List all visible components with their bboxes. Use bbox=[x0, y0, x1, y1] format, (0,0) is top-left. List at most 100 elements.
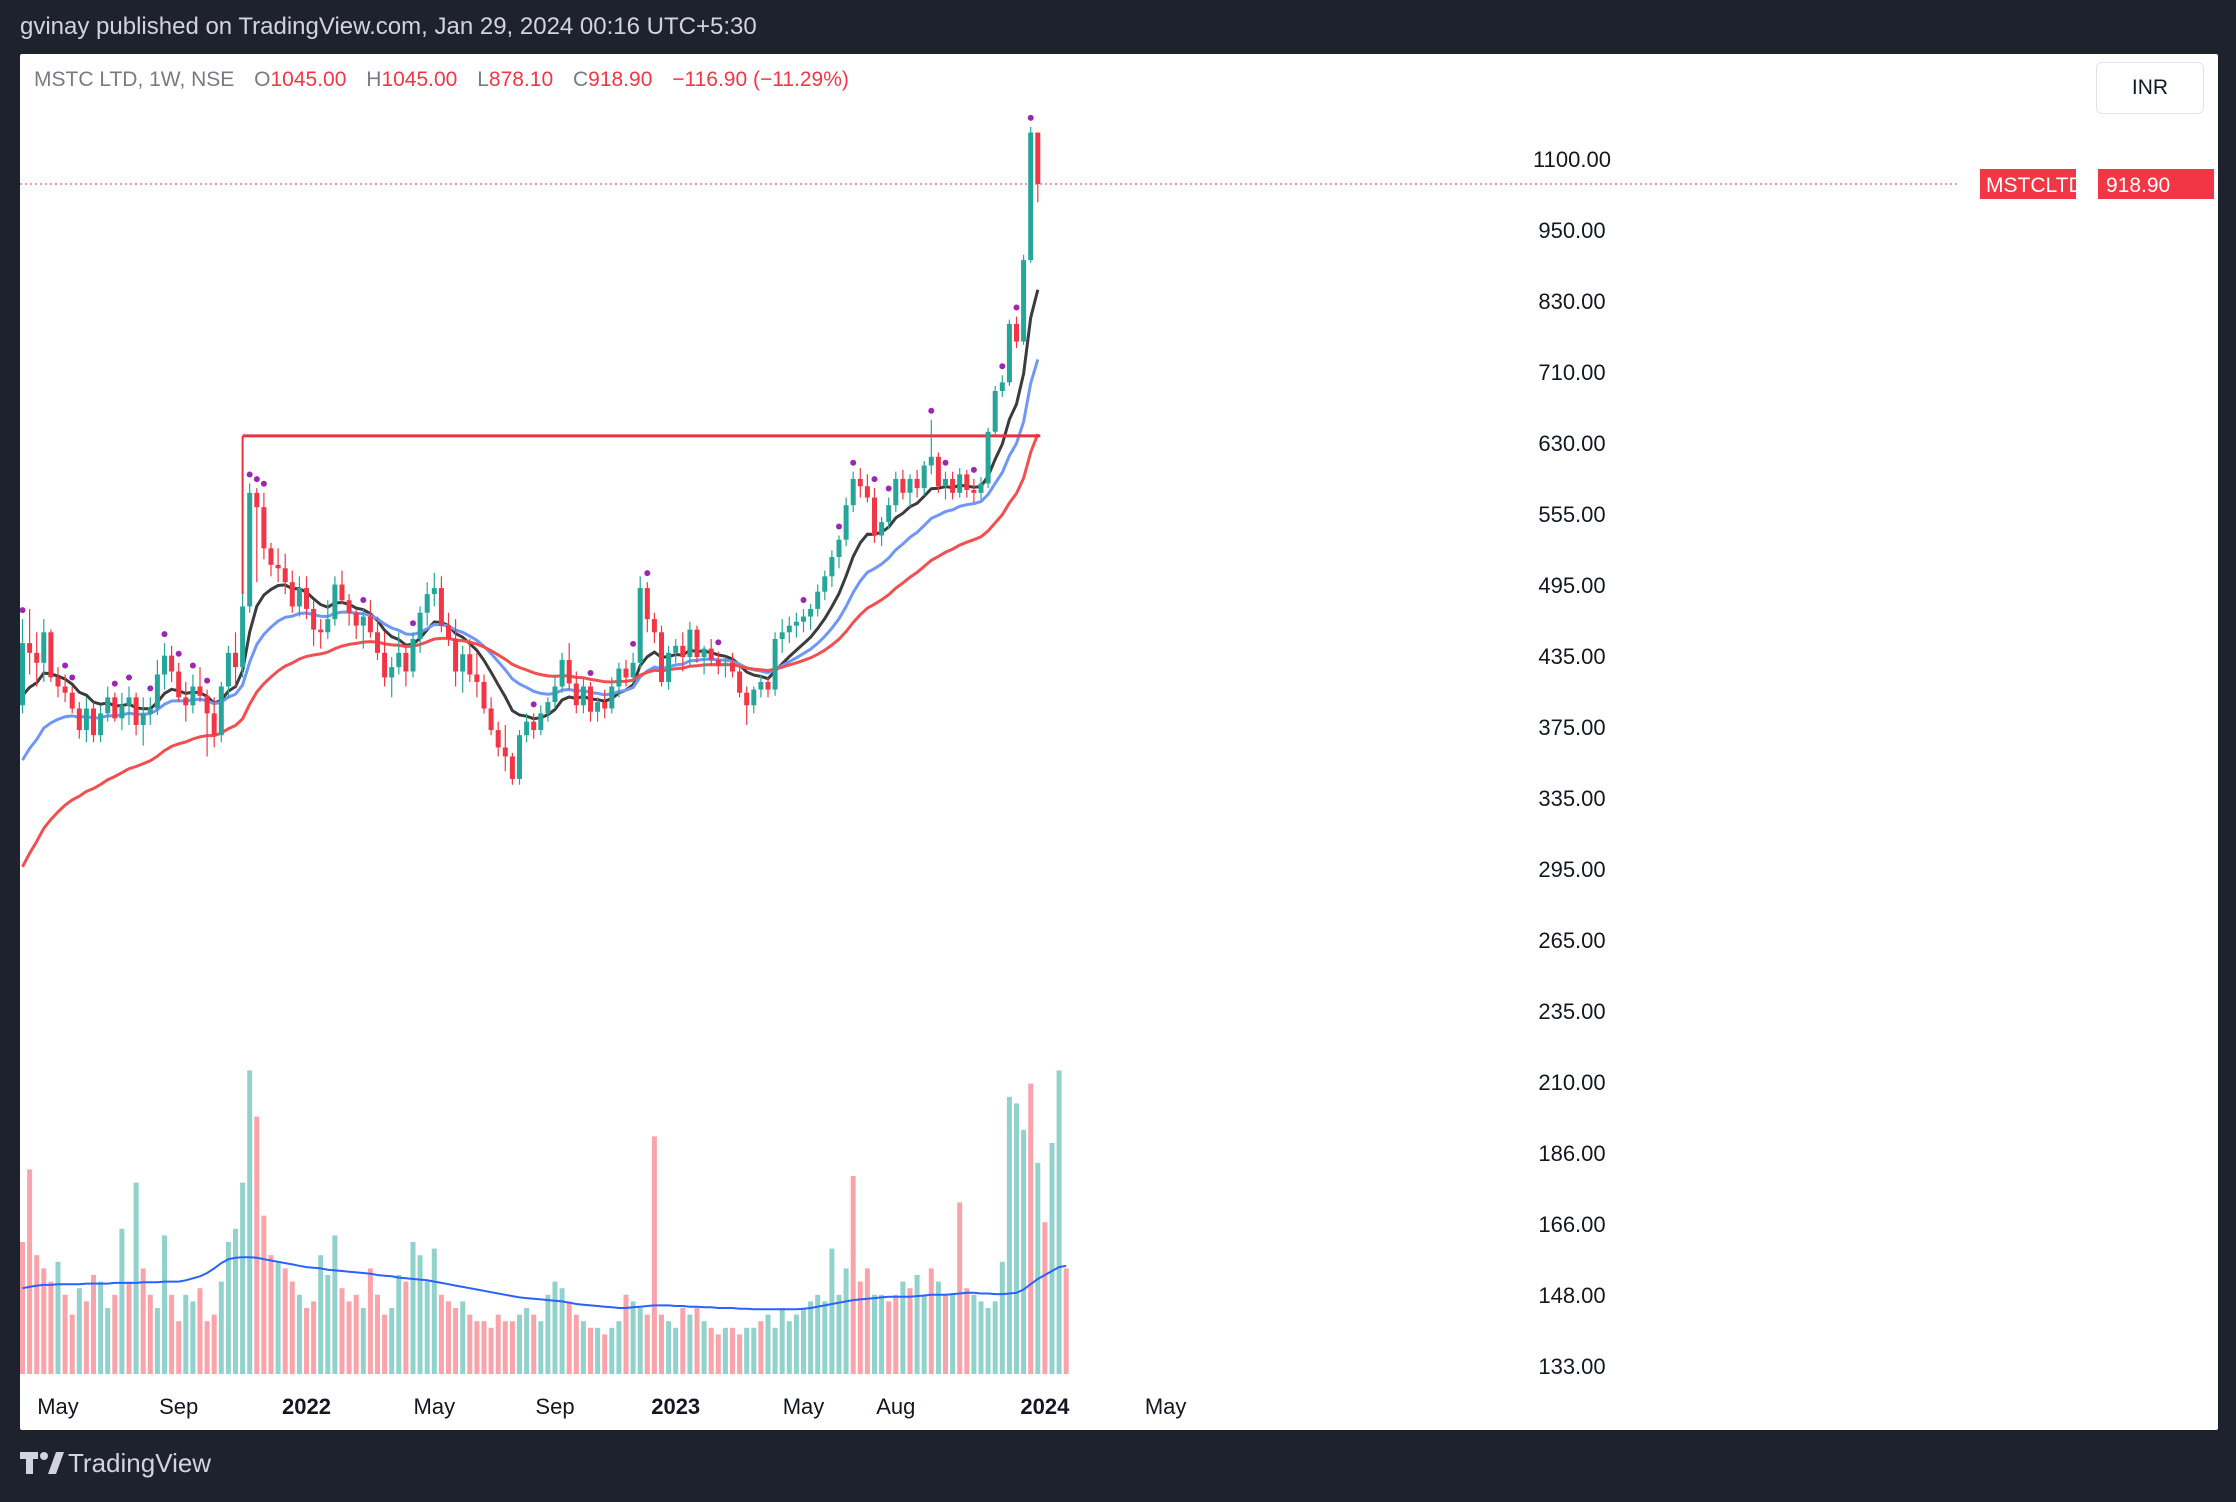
candle-body bbox=[921, 465, 927, 489]
volume-ma-line bbox=[22, 1256, 1067, 1311]
signal-marker bbox=[126, 674, 132, 681]
volume-bar bbox=[197, 1288, 203, 1374]
legend-high: 1045.00 bbox=[381, 68, 458, 91]
candle-body bbox=[801, 616, 806, 622]
volume-bar bbox=[204, 1321, 210, 1374]
candle-body bbox=[872, 497, 877, 536]
candle-body bbox=[367, 616, 373, 633]
candle bbox=[1028, 126, 1034, 263]
time-tick-label: 2023 bbox=[651, 1394, 700, 1419]
candle bbox=[644, 582, 650, 633]
volume-bar bbox=[438, 1294, 444, 1374]
time-axis[interactable]: May Sep 2022 May Sep 2023 May Aug 2024 May bbox=[37, 1394, 1186, 1419]
candle bbox=[140, 697, 146, 746]
volume-bar bbox=[957, 1202, 963, 1374]
price-tick-label: 435.00 bbox=[1538, 644, 1605, 669]
candle-body bbox=[907, 478, 913, 493]
volume-bar bbox=[566, 1301, 572, 1374]
candle-body bbox=[76, 708, 82, 731]
candle bbox=[517, 730, 522, 785]
candle-body bbox=[389, 667, 395, 678]
candle bbox=[595, 697, 601, 722]
candle bbox=[964, 469, 970, 498]
candle-body bbox=[296, 588, 302, 607]
time-tick-label: 2022 bbox=[282, 1394, 331, 1419]
volume-bar bbox=[55, 1261, 61, 1374]
candle-body bbox=[779, 632, 785, 640]
price-axis[interactable]: 1100.00 950.00 830.00 710.00 630.00 555.00 495… bbox=[1533, 147, 1611, 1379]
volume-bar bbox=[375, 1294, 380, 1374]
candle bbox=[1021, 254, 1027, 345]
candle bbox=[943, 471, 948, 500]
candle-body bbox=[751, 689, 757, 706]
volume-bar bbox=[424, 1281, 430, 1374]
candle-body bbox=[552, 686, 558, 703]
ema-mid-line bbox=[21, 358, 1040, 761]
candle-body bbox=[41, 632, 47, 663]
candle bbox=[460, 645, 466, 693]
candle-body bbox=[403, 652, 409, 672]
candle bbox=[992, 385, 998, 436]
candle bbox=[41, 619, 47, 682]
candle-body bbox=[438, 588, 444, 626]
price-tick-label: 950.00 bbox=[1538, 218, 1605, 243]
volume-bar bbox=[467, 1314, 473, 1374]
candle bbox=[914, 469, 920, 498]
candle-body bbox=[737, 671, 743, 693]
price-tick-label: 235.00 bbox=[1538, 999, 1605, 1024]
volume-bar bbox=[91, 1275, 96, 1374]
candle-body bbox=[900, 478, 906, 493]
price-chart[interactable]: 1100.00 950.00 830.00 710.00 630.00 555.00 495… bbox=[20, 54, 2218, 1430]
candle-body bbox=[233, 652, 238, 668]
candle bbox=[552, 674, 558, 709]
candle bbox=[76, 702, 82, 739]
volume-bar bbox=[872, 1294, 877, 1374]
candle-body bbox=[843, 505, 849, 540]
candle bbox=[360, 608, 366, 649]
volume-bar bbox=[233, 1228, 238, 1374]
signal-marker bbox=[360, 596, 367, 603]
ema-slow-line bbox=[21, 433, 1040, 868]
volume-bar bbox=[1042, 1222, 1048, 1374]
volume-bar bbox=[524, 1308, 530, 1374]
candle-body bbox=[502, 747, 508, 757]
volume-bar bbox=[225, 1242, 231, 1374]
candle-body bbox=[446, 625, 451, 640]
currency-button[interactable]: INR bbox=[2096, 62, 2204, 114]
candle-body bbox=[630, 662, 636, 678]
candle-body bbox=[488, 708, 494, 731]
volume-bar bbox=[382, 1314, 388, 1374]
candle-body bbox=[559, 659, 565, 687]
signal-marker bbox=[253, 476, 260, 483]
candle bbox=[801, 608, 806, 633]
volume-bar bbox=[147, 1294, 153, 1374]
candle bbox=[708, 639, 714, 666]
candle-body bbox=[318, 629, 324, 633]
candle bbox=[133, 692, 139, 736]
candle bbox=[389, 657, 395, 698]
candle bbox=[637, 576, 643, 669]
candle-body bbox=[673, 645, 679, 653]
candle-body bbox=[786, 625, 792, 633]
volume-bar bbox=[1056, 1070, 1062, 1374]
candle bbox=[247, 483, 253, 613]
volume-bar bbox=[637, 1308, 643, 1374]
candle-body bbox=[311, 608, 317, 630]
volume-bar bbox=[680, 1308, 686, 1374]
tradingview-logo-icon[interactable] bbox=[20, 1448, 64, 1478]
candle bbox=[822, 570, 828, 601]
candle bbox=[346, 594, 352, 626]
volume-bar bbox=[730, 1327, 735, 1374]
volume-bar bbox=[268, 1255, 274, 1374]
candle-body bbox=[424, 594, 430, 613]
candle bbox=[502, 724, 508, 772]
candle-body bbox=[55, 677, 61, 687]
candle-body bbox=[147, 708, 153, 714]
tradingview-brand[interactable]: TradingView bbox=[68, 1448, 212, 1478]
volume-bar bbox=[573, 1314, 579, 1374]
time-tick-label: Sep bbox=[159, 1394, 198, 1419]
candle bbox=[112, 692, 118, 722]
volume-bar bbox=[76, 1288, 82, 1374]
signal-marker bbox=[111, 680, 118, 687]
chart-area[interactable]: 1100.00 950.00 830.00 710.00 630.00 555.00 495… bbox=[20, 54, 2218, 1430]
